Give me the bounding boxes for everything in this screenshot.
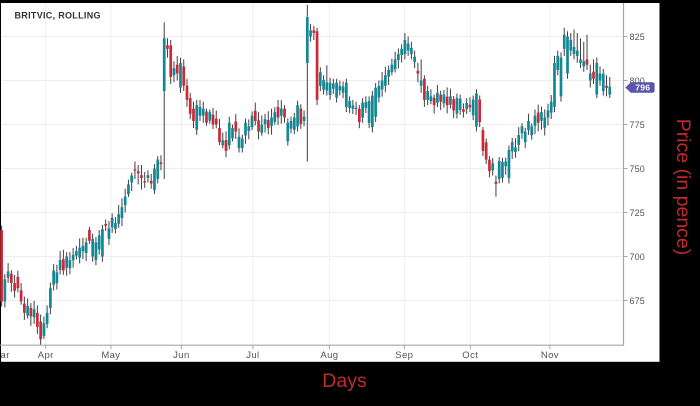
- svg-text:796: 796: [635, 83, 650, 93]
- svg-text:675: 675: [630, 296, 645, 306]
- svg-text:Jun: Jun: [173, 350, 190, 361]
- svg-text:Apr: Apr: [38, 350, 54, 361]
- svg-text:775: 775: [630, 120, 645, 130]
- svg-text:Sep: Sep: [395, 350, 413, 361]
- svg-text:Nov: Nov: [541, 350, 559, 361]
- svg-text:Oct: Oct: [462, 350, 478, 361]
- svg-text:725: 725: [630, 208, 645, 218]
- svg-text:Jul: Jul: [246, 350, 259, 361]
- svg-text:Days: Days: [322, 370, 367, 392]
- svg-text:825: 825: [630, 32, 645, 42]
- svg-text:Price (in pence): Price (in pence): [672, 119, 694, 256]
- svg-text:750: 750: [630, 164, 645, 174]
- svg-text:700: 700: [630, 252, 645, 262]
- svg-text:Mar: Mar: [0, 350, 10, 361]
- svg-text:May: May: [101, 350, 120, 361]
- svg-text:BRITVIC, ROLLING: BRITVIC, ROLLING: [15, 11, 101, 21]
- svg-text:800: 800: [630, 76, 645, 86]
- svg-text:Aug: Aug: [320, 350, 338, 361]
